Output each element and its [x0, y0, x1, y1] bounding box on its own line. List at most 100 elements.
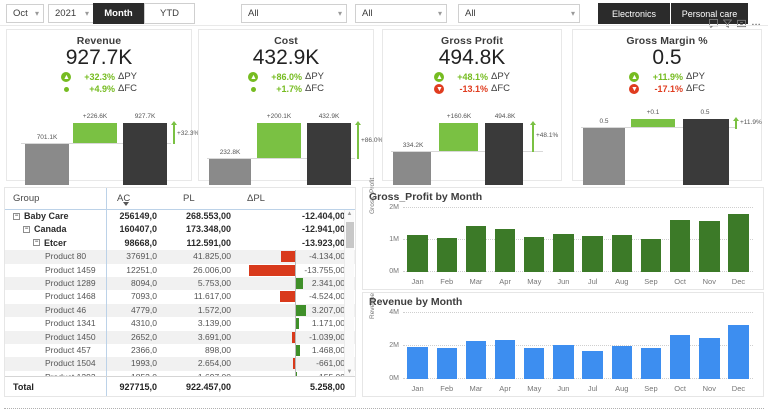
scrollbar-thumb[interactable] — [346, 222, 354, 248]
row-label: − Canada — [23, 224, 67, 234]
kpi-card-revenue[interactable]: Revenue 927.7K ▲ +32.3% ΔPY +4.9% ΔFC 70… — [6, 29, 199, 185]
chart-bar[interactable] — [524, 236, 545, 272]
chart-bar[interactable] — [407, 346, 428, 379]
chart-bar-column[interactable] — [491, 313, 520, 379]
chart-x-tick: Feb — [440, 277, 454, 286]
table-row[interactable]: Product 1293 1852,0 1.697,00 155,00 — [5, 370, 355, 376]
category-button-electronics[interactable]: Electronics — [598, 3, 670, 24]
kpi-card-gross-margin[interactable]: Gross Margin % 0.5 ▲ +11.9% ΔPY ▼ -17.1%… — [572, 29, 762, 185]
chart-y-tick: 2M — [389, 342, 399, 349]
chart-bar-column[interactable] — [432, 313, 461, 379]
chart-bar-column[interactable] — [695, 313, 724, 379]
chart-bar[interactable] — [436, 347, 457, 379]
chart-bar[interactable] — [669, 335, 691, 379]
kpi-waterfall-chart: 334.2K +160.6K 494.8K +48.1% — [383, 101, 561, 185]
table-row[interactable]: Product 1289 8094,0 5.753,00 2.341,00 — [5, 276, 355, 291]
column-header-pl[interactable]: PL — [183, 193, 195, 204]
table-row[interactable]: Product 46 4779,0 1.572,00 3.207,00 — [5, 303, 355, 318]
chart-bar-column[interactable] — [549, 208, 578, 272]
chart-bar-column[interactable] — [461, 313, 490, 379]
table-row[interactable]: Product 1468 7093,0 11.617,00 -4.524,00 — [5, 290, 355, 304]
dpl-zero-line — [295, 303, 296, 318]
chart-bar-column[interactable] — [607, 313, 636, 379]
chart-bar[interactable] — [640, 347, 662, 379]
chart-bar[interactable] — [699, 337, 720, 379]
table-row[interactable]: − Etcer 98668,0 112.591,00 -13.923,00 — [5, 236, 355, 251]
chart-bar-column[interactable] — [724, 208, 753, 272]
chart-bar[interactable] — [582, 350, 603, 379]
focus-mode-icon[interactable] — [737, 19, 746, 28]
chart-bar[interactable] — [553, 234, 574, 272]
scroll-up-icon[interactable]: ▲ — [346, 211, 353, 217]
chart-bar[interactable] — [553, 345, 574, 379]
chart-bar[interactable] — [436, 238, 457, 272]
expand-collapse-icon[interactable]: − — [33, 239, 40, 247]
toggle-ytd[interactable]: YTD — [144, 3, 195, 24]
chart-bar[interactable] — [728, 324, 749, 379]
chart-bar-column[interactable] — [724, 313, 753, 379]
expand-collapse-icon[interactable]: − — [23, 225, 30, 233]
more-options-icon[interactable] — [751, 19, 762, 28]
table-row[interactable]: Product 1341 4310,0 3.139,00 1.171,00 — [5, 317, 355, 331]
chart-bar[interactable] — [640, 239, 662, 272]
chart-bar[interactable] — [728, 214, 749, 272]
chart-bar-column[interactable] — [607, 208, 636, 272]
kpi-card-gross-profit[interactable]: Gross Profit 494.8K ▲ +48.1% ΔPY ▼ -13.1… — [382, 29, 562, 185]
kpi-card-cost[interactable]: Cost 432.9K ▲ +86.0% ΔPY +1.7% ΔFC 232.8… — [198, 29, 383, 185]
chart-bar[interactable] — [494, 339, 516, 379]
table-row[interactable]: Product 1450 2652,0 3.691,00 -1.039,00 — [5, 330, 355, 344]
table-row[interactable]: Product 457 2366,0 898,00 1.468,00 — [5, 343, 355, 358]
column-header-group[interactable]: Group — [13, 193, 40, 204]
waterfall-arrow-label: +32.3% — [177, 130, 200, 137]
chart-bar-column[interactable] — [666, 313, 695, 379]
chart-bar-column[interactable] — [403, 313, 432, 379]
chart-bar[interactable] — [465, 341, 487, 379]
table-row[interactable]: Product 1459 12251,0 26.006,00 -13.755,00 — [5, 263, 355, 277]
chart-x-tick: Jun — [557, 277, 570, 286]
dot-icon — [61, 86, 72, 92]
chart-revenue-by-month[interactable]: Revenue by Month Revenue 0M 2M 4M Jan Feb Ma… — [362, 292, 764, 397]
table-row[interactable]: Product 1504 1993,0 2.654,00 -661,00 — [5, 357, 355, 371]
chart-bar-column[interactable] — [491, 208, 520, 272]
chart-bar[interactable] — [611, 235, 632, 272]
chart-bar[interactable] — [699, 220, 720, 272]
toggle-month[interactable]: Month — [93, 3, 144, 24]
chart-bar[interactable] — [611, 346, 632, 379]
table-scrollbar[interactable]: ▲ ▼ — [344, 210, 354, 376]
chart-bar-column[interactable] — [461, 208, 490, 272]
chart-bar-column[interactable] — [578, 208, 607, 272]
table-row[interactable]: − Baby Care 256149,0 268.553,00 -12.404,00 — [5, 210, 355, 224]
chart-bar[interactable] — [524, 347, 545, 379]
month-dropdown[interactable]: Oct ▾ — [6, 4, 44, 23]
chart-bar-column[interactable] — [403, 208, 432, 272]
chart-bar-column[interactable] — [549, 313, 578, 379]
column-header-ac[interactable]: AC — [117, 193, 131, 204]
chart-bar-column[interactable] — [695, 208, 724, 272]
kpi-delta-py-value: +11.9% — [652, 72, 683, 82]
chart-gross-profit-by-month[interactable]: Gross_Profit by Month Gross_Profit 0M 1M 2… — [362, 178, 764, 290]
table-row[interactable]: − Canada 160407,0 173.348,00 -12.941,00 — [5, 223, 355, 237]
year-dropdown[interactable]: 2021 ▾ — [48, 4, 94, 23]
table-row[interactable]: Product 80 37691,0 41.825,00 -4.134,00 — [5, 250, 355, 264]
chart-bar-column[interactable] — [666, 208, 695, 272]
chart-bar[interactable] — [582, 236, 603, 272]
chart-bar[interactable] — [669, 220, 691, 272]
chart-y-tick: 4M — [389, 309, 399, 316]
chart-bar-column[interactable] — [432, 208, 461, 272]
chart-bar[interactable] — [494, 229, 516, 272]
chart-bar[interactable] — [407, 235, 428, 272]
chart-bar-column[interactable] — [520, 313, 549, 379]
filter-dropdown-1[interactable]: All ▾ — [241, 4, 347, 23]
chart-bar-column[interactable] — [636, 208, 665, 272]
chart-bar-column[interactable] — [578, 313, 607, 379]
waterfall-bar-total — [683, 119, 729, 185]
chart-bar-column[interactable] — [636, 313, 665, 379]
expand-collapse-icon[interactable]: − — [13, 212, 20, 220]
filter-icon[interactable] — [723, 19, 732, 28]
filter-dropdown-2[interactable]: All ▾ — [355, 4, 447, 23]
chart-bar-column[interactable] — [520, 208, 549, 272]
chart-bar[interactable] — [465, 225, 487, 272]
column-header-dpl[interactable]: ΔPL — [247, 193, 265, 204]
scroll-down-icon[interactable]: ▼ — [346, 369, 353, 375]
filter-dropdown-3[interactable]: All ▾ — [458, 4, 580, 23]
